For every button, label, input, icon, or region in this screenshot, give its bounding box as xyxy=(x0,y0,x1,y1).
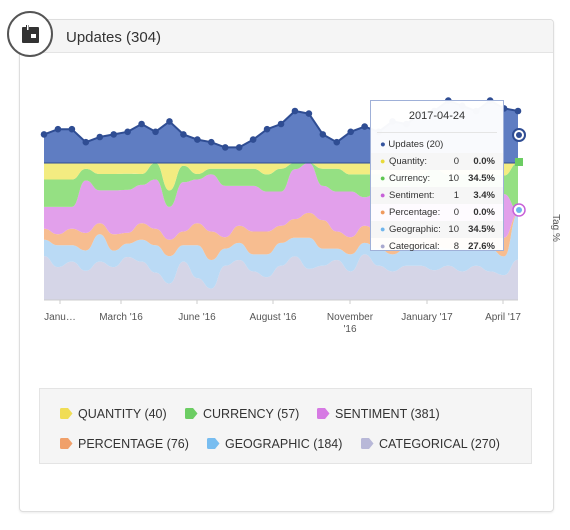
updates-point xyxy=(110,131,118,138)
updates-point xyxy=(124,128,131,136)
x-tick-label: '16 xyxy=(343,324,356,335)
tag-area-geographic xyxy=(44,214,518,289)
updates-point xyxy=(54,125,62,133)
updates-point xyxy=(40,131,48,138)
legend-label: CURRENCY (57) xyxy=(203,407,300,421)
updates-point xyxy=(138,120,145,128)
tooltip-row: ● Percentage: 0 0.0% xyxy=(371,204,503,221)
currency-marker xyxy=(515,158,523,166)
updates-point xyxy=(291,107,299,115)
tooltip-row-dot: ● xyxy=(380,241,386,251)
tooltip-row-pct: 34.5% xyxy=(468,173,495,184)
tooltip-row: ● Currency: 10 34.5% xyxy=(371,170,503,187)
card-title: Updates (304) xyxy=(66,29,162,46)
document-icon xyxy=(7,11,53,57)
tooltip-row-name: Geographic: xyxy=(389,224,441,235)
tooltip-row-dot: ● xyxy=(380,207,386,217)
tag-icon xyxy=(185,408,198,419)
updates-point xyxy=(96,133,104,141)
tooltip-row-count: 10 xyxy=(448,173,459,184)
legend-label: SENTIMENT (381) xyxy=(335,407,440,421)
tooltip-row: ● Quantity: 0 0.0% xyxy=(371,153,503,170)
updates-point xyxy=(361,123,368,130)
x-tick-label: August '16 xyxy=(250,312,297,323)
tooltip-row: ● Categorical: 8 27.6% xyxy=(371,238,503,255)
updates-point xyxy=(221,144,229,151)
updates-point xyxy=(152,128,159,136)
right-axis-label: Tag % xyxy=(550,214,561,242)
tooltip-total: ● Updates (20) xyxy=(371,133,503,153)
updates-point xyxy=(347,128,355,136)
tag-icon xyxy=(60,438,73,449)
tooltip-row-pct: 3.4% xyxy=(473,190,495,201)
tag-icon xyxy=(361,438,374,449)
updates-point xyxy=(194,136,201,143)
updates-point xyxy=(166,118,173,125)
tooltip-rows: ● Quantity: 0 0.0% ● Currency: 10 34.5% ● Sentime… xyxy=(371,153,503,255)
updates-marker-core xyxy=(516,132,522,138)
tooltip-row: ● Geographic: 10 34.5% xyxy=(371,221,503,238)
legend-label: CATEGORICAL (270) xyxy=(379,437,500,451)
updates-point xyxy=(514,107,522,115)
tooltip-row: ● Sentiment: 1 3.4% xyxy=(371,187,503,204)
tooltip-row-name: Sentiment: xyxy=(389,190,435,201)
legend: QUANTITY (40) CURRENCY (57) SENTIMENT (381… xyxy=(39,388,532,464)
tooltip-row-count: 10 xyxy=(448,224,459,235)
tooltip-row-count: 1 xyxy=(453,190,459,201)
updates-point xyxy=(235,144,243,151)
updates-point xyxy=(68,125,76,133)
tooltip-row-dot: ● xyxy=(380,156,386,166)
updates-point xyxy=(82,138,90,146)
updates-point xyxy=(263,125,271,133)
tooltip-row-name: Currency: xyxy=(389,173,431,184)
tooltip-row-dot: ● xyxy=(380,224,386,234)
updates-point xyxy=(305,110,313,117)
tooltip-row-pct: 34.5% xyxy=(468,224,495,235)
updates-point xyxy=(333,138,341,146)
tag-icon xyxy=(317,408,330,419)
geographic-marker xyxy=(516,207,522,213)
legend-label: QUANTITY (40) xyxy=(78,407,167,421)
updates-point xyxy=(180,131,187,138)
x-tick-label: March '16 xyxy=(99,312,143,323)
chart-tooltip: 2017-04-24 ● Updates (20) ● Quantity: 0 0.0… xyxy=(370,100,504,252)
updates-point xyxy=(277,120,285,128)
x-tick-label: January '17 xyxy=(401,312,453,323)
card-header: Updates (304) xyxy=(20,20,553,53)
tooltip-row-pct: 27.6% xyxy=(468,241,495,252)
x-tick-label: April '17 xyxy=(485,312,521,323)
tooltip-row-count: 8 xyxy=(453,241,459,252)
tag-icon xyxy=(60,408,73,419)
tooltip-row-dot: ● xyxy=(380,190,386,200)
tooltip-row-name: Categorical: xyxy=(389,241,440,252)
tooltip-row-pct: 0.0% xyxy=(473,156,495,167)
tooltip-row-count: 0 xyxy=(453,156,459,167)
tooltip-date: 2017-04-24 xyxy=(377,101,497,133)
tag-area-categorical xyxy=(44,254,518,300)
tooltip-row-name: Percentage: xyxy=(389,207,441,218)
updates-point xyxy=(207,138,215,146)
tooltip-row-dot: ● xyxy=(380,173,386,183)
updates-point xyxy=(249,136,257,143)
updates-point xyxy=(319,131,327,138)
legend-label: PERCENTAGE (76) xyxy=(78,437,189,451)
tag-icon xyxy=(207,438,220,449)
tooltip-row-count: 0 xyxy=(453,207,459,218)
tooltip-row-pct: 0.0% xyxy=(473,207,495,218)
x-tick-label: November xyxy=(327,312,374,323)
tooltip-total-label: Updates (20) xyxy=(388,139,444,150)
tooltip-dot: ● xyxy=(380,139,386,150)
x-tick-label: Janu… xyxy=(44,312,76,323)
x-tick-label: June '16 xyxy=(178,312,216,323)
tooltip-row-name: Quantity: xyxy=(389,156,428,167)
legend-label: GEOGRAPHIC (184) xyxy=(225,437,343,451)
